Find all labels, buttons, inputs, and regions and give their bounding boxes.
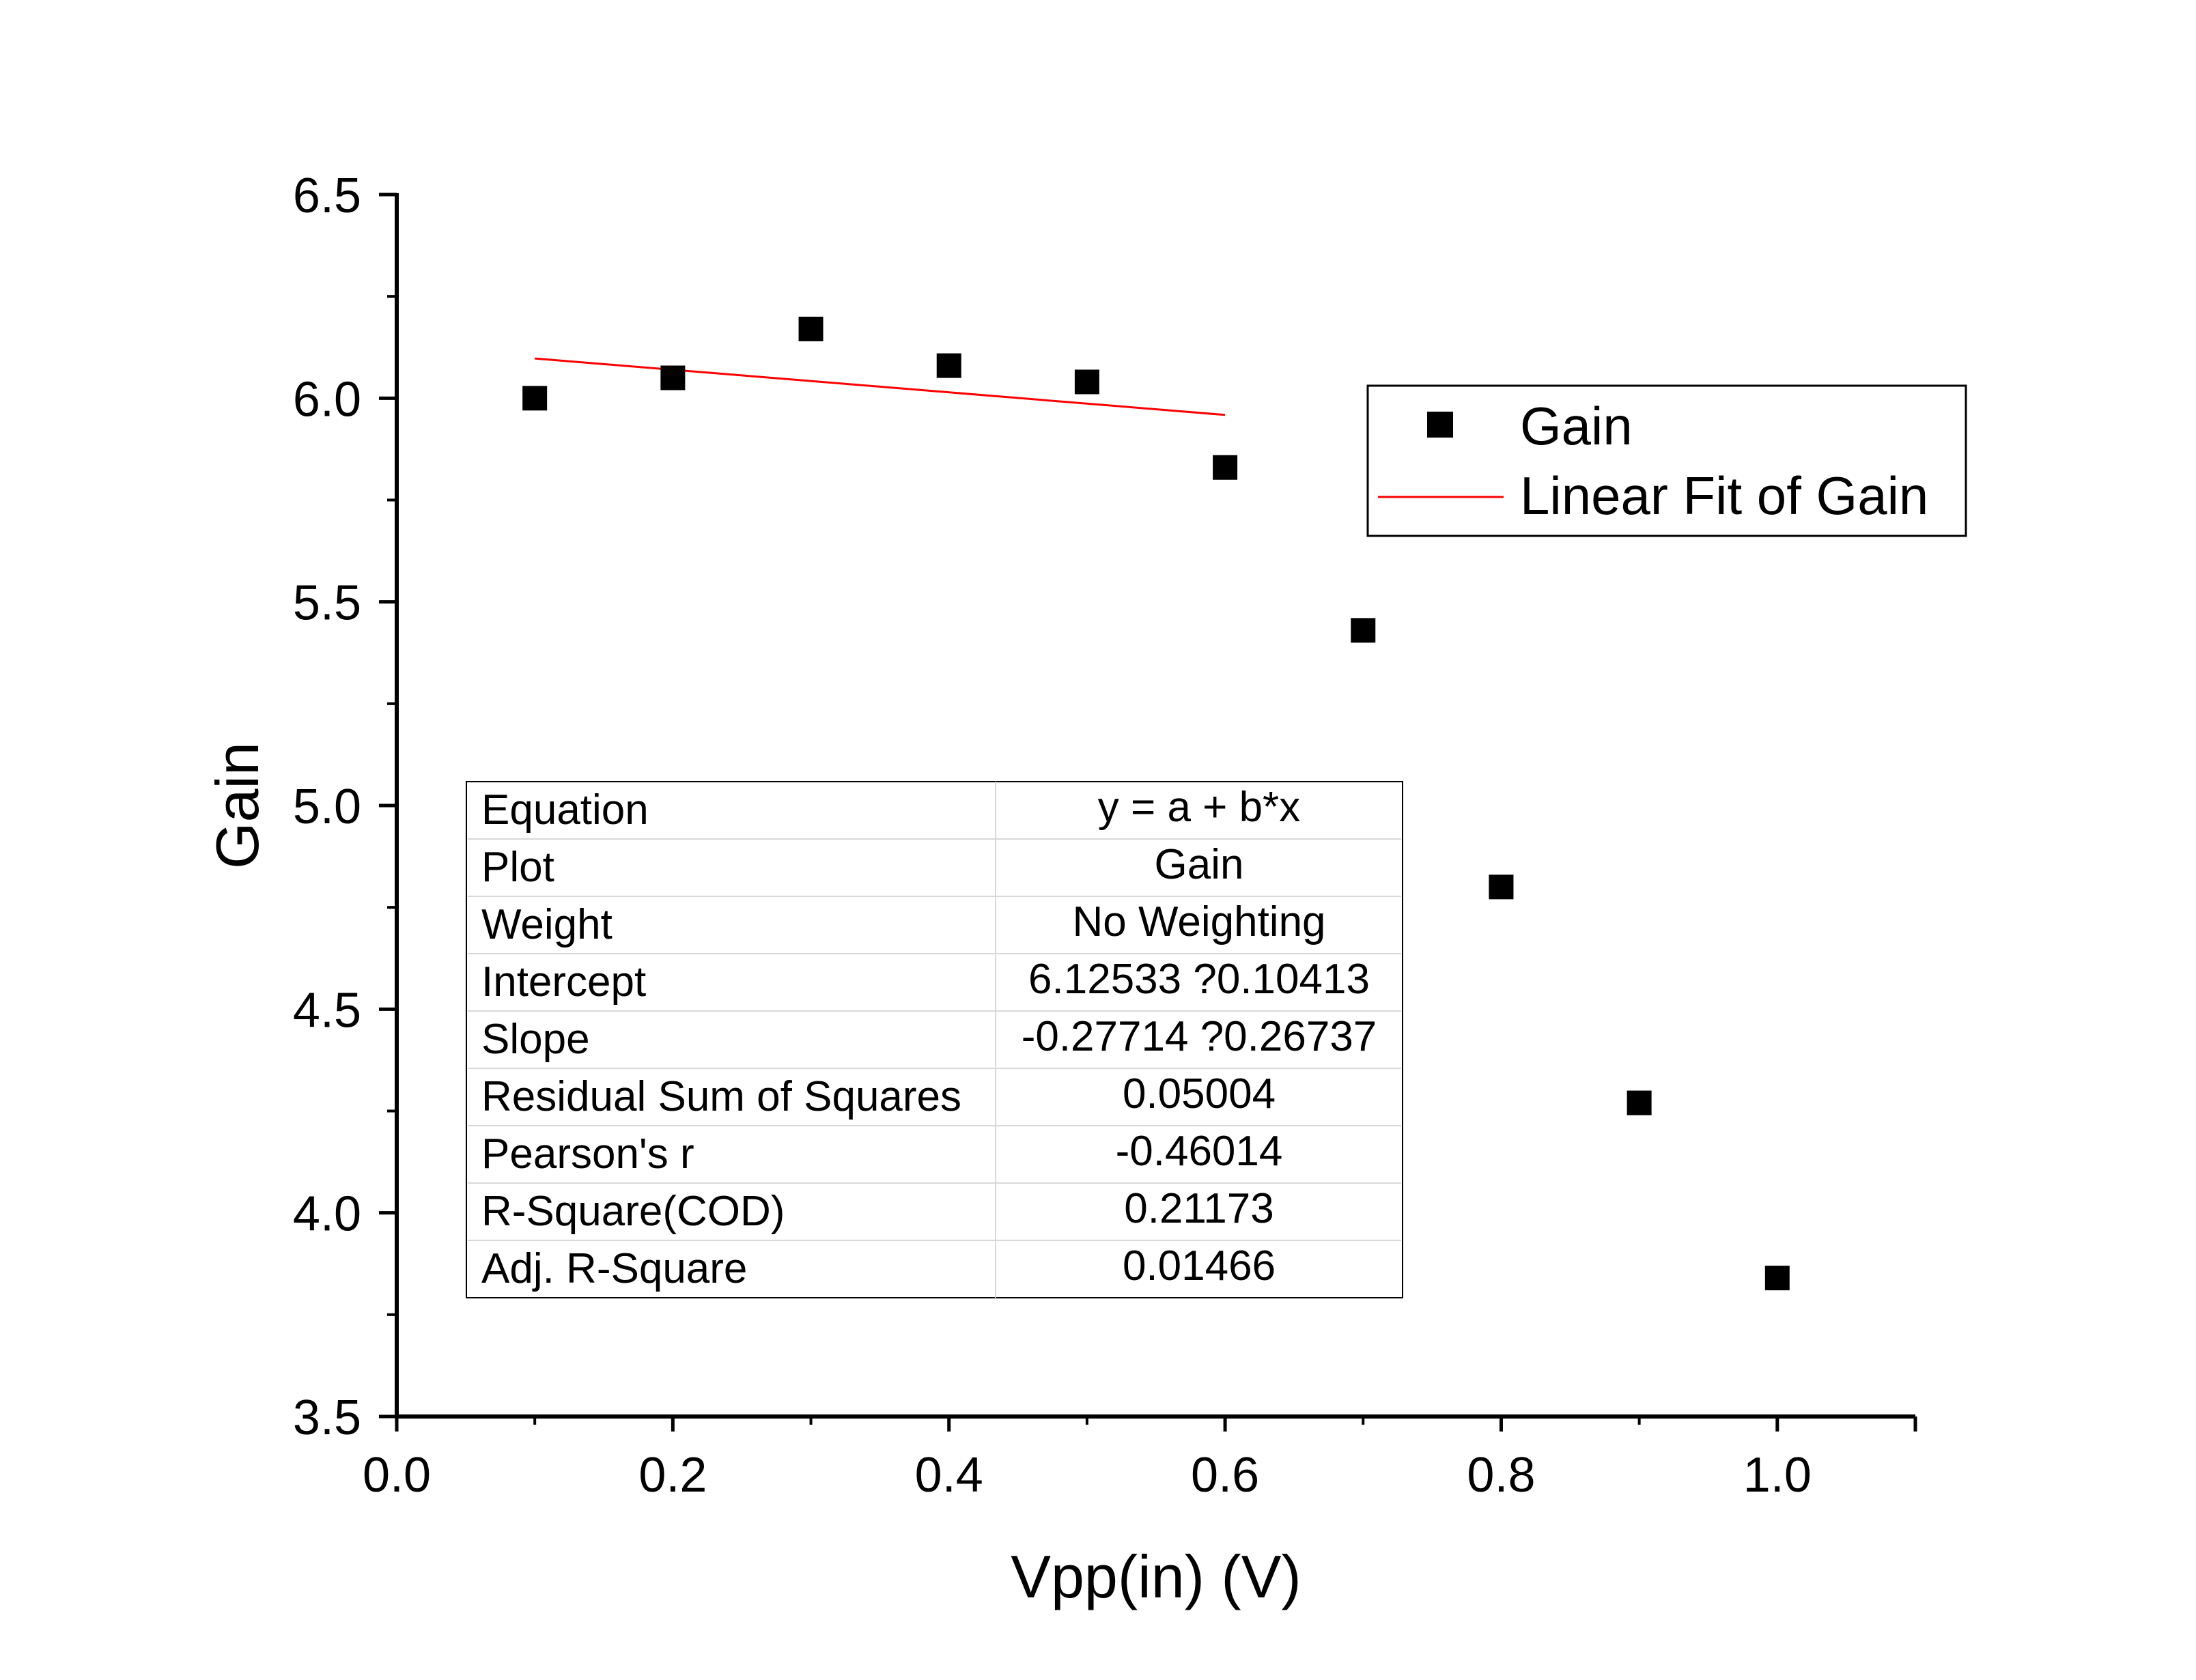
legend-label-fit: Linear Fit of Gain	[1520, 466, 1928, 526]
legend-box	[1366, 384, 1967, 537]
x-ticks: 0.0 0.2 0.4 0.6 0.8 1.0	[363, 1416, 1917, 1503]
table-row-value: -0.27714 ?0.26737	[1022, 1013, 1377, 1060]
data-point	[1213, 455, 1238, 480]
table-row-label: Intercept	[481, 958, 646, 1006]
legend: Gain Linear Fit of Gain	[1366, 384, 1967, 537]
x-axis-title: Vpp(in) (V)	[1011, 1543, 1301, 1610]
table-row-label: Weight	[481, 901, 613, 948]
x-tick-label: 0.6	[1191, 1448, 1259, 1503]
y-tick-label: 5.0	[293, 780, 361, 834]
data-point	[936, 353, 961, 378]
table-row-value: 0.21173	[1124, 1185, 1274, 1232]
y-axis-title: Gain	[203, 742, 271, 869]
table-row-value: No Weighting	[1072, 898, 1325, 945]
table-row-label: Slope	[481, 1016, 590, 1063]
x-tick-label: 0.8	[1467, 1448, 1535, 1503]
table-row-value: Gain	[1155, 841, 1244, 888]
data-point	[1074, 369, 1099, 395]
x-tick-label: 1.0	[1743, 1448, 1812, 1503]
table-row-value: -0.46014	[1116, 1128, 1283, 1175]
fit-results-table: Equation y = a + b*x Plot Gain Weight No Weig…	[466, 781, 1403, 1298]
table-row-value: 6.12533 ?0.10413	[1028, 956, 1370, 1003]
data-point	[1351, 618, 1376, 643]
data-point	[1764, 1266, 1790, 1291]
x-tick-label: 0.4	[915, 1448, 983, 1503]
table-frame	[466, 781, 1403, 1298]
table-row-label: R-Square(COD)	[481, 1188, 785, 1235]
legend-label-gain: Gain	[1520, 396, 1633, 456]
legend-marker-square	[1427, 412, 1453, 438]
table-row-label: Adj. R-Square	[481, 1245, 747, 1292]
fit-line	[535, 357, 1226, 416]
data-point	[660, 365, 686, 390]
x-tick-label: 0.2	[638, 1448, 707, 1503]
y-tick-label: 4.5	[293, 983, 361, 1038]
y-tick-label: 6.0	[293, 372, 361, 427]
table-row-label: Residual Sum of Squares	[481, 1073, 961, 1120]
data-point	[1489, 874, 1514, 900]
data-point	[798, 316, 824, 341]
data-point	[1627, 1090, 1652, 1115]
axes: 0.0 0.2 0.4 0.6 0.8 1.0 3.5 4.0 4.5 5.0 5.5 6.0 6.5…	[203, 169, 1917, 1610]
fit-line-segment	[535, 357, 1226, 416]
y-tick-label: 6.5	[293, 169, 361, 223]
table-row-label: Equation	[481, 786, 649, 834]
table-row-value: y = a + b*x	[1098, 784, 1300, 831]
data-points	[522, 316, 1790, 1291]
table-row-label: Plot	[481, 844, 554, 891]
table-row-value: 0.01466	[1123, 1242, 1276, 1290]
data-point	[522, 386, 548, 411]
table-row-label: Pearson's r	[481, 1130, 694, 1178]
y-tick-label: 5.5	[293, 576, 361, 631]
y-ticks: 3.5 4.0 4.5 5.0 5.5 6.0 6.5	[293, 169, 397, 1445]
x-tick-label: 0.0	[363, 1448, 431, 1503]
table-row-value: 0.05004	[1123, 1070, 1276, 1117]
y-tick-label: 4.0	[293, 1187, 361, 1242]
y-tick-label: 3.5	[293, 1391, 361, 1445]
